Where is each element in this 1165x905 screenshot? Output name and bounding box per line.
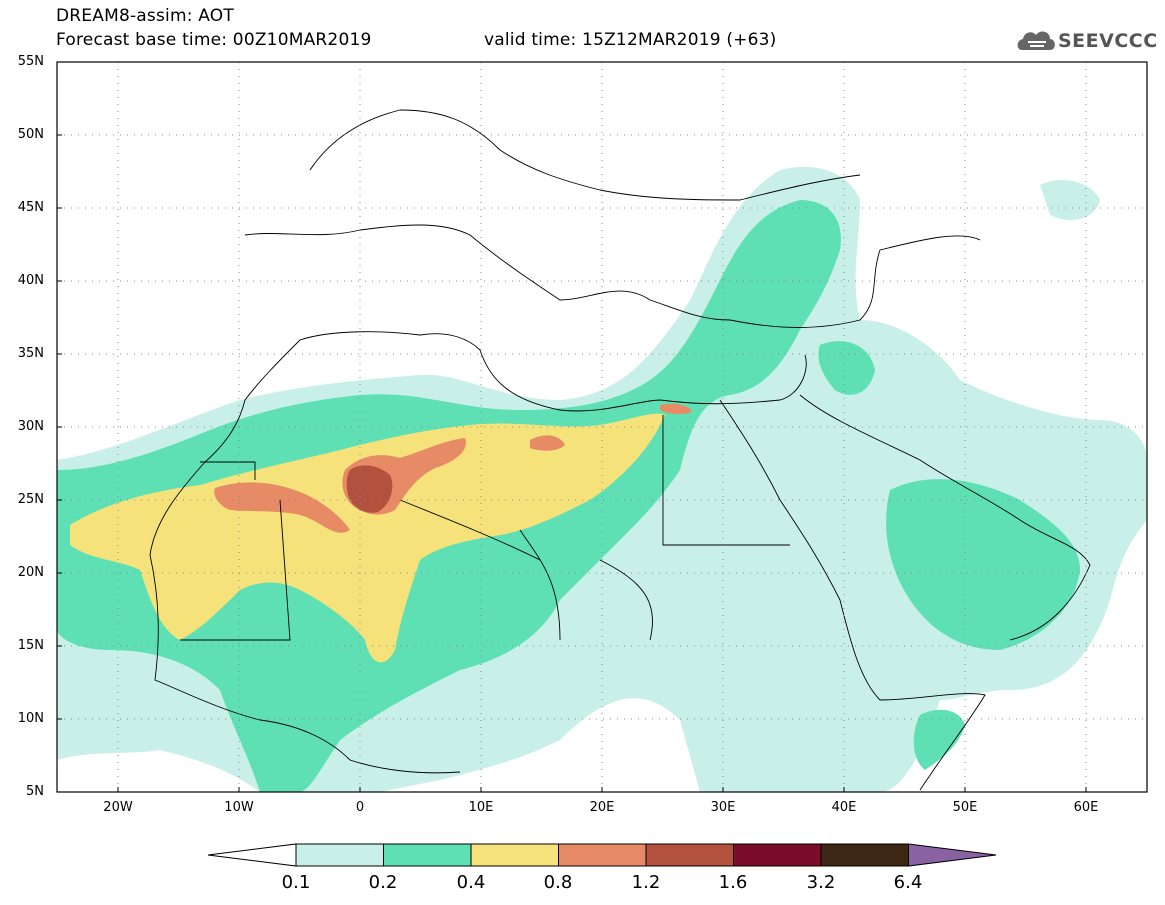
aot-level-0.4 (70, 413, 665, 663)
lat-label: 40N (17, 273, 44, 288)
lat-label: 55N (17, 54, 44, 69)
lon-label: 0 (355, 800, 365, 815)
colorbar (207, 843, 997, 867)
axis-ticks (57, 61, 1087, 793)
aot-level-0.8 (214, 482, 350, 533)
aot-level-0.2-horn (913, 709, 965, 770)
lon-label: 60E (1073, 800, 1099, 815)
colorbar-bin-5 (645, 843, 734, 867)
lat-label: 25N (17, 492, 44, 507)
graticule (57, 62, 1147, 792)
aot-contours (57, 166, 1147, 792)
colorbar-bin-4 (558, 843, 647, 867)
colorbar-label: 0.4 (456, 872, 486, 893)
valid-time: valid time: 15Z12MAR2019 (+63) (484, 30, 777, 50)
colorbar-label: 0.1 (281, 872, 311, 893)
forecast-base-time: Forecast base time: 00Z10MAR2019 (56, 30, 372, 50)
logo-text: SEEVCCC (1058, 30, 1158, 52)
colorbar-label: 0.8 (543, 872, 573, 893)
lat-label: 15N (17, 638, 44, 653)
colorbar-label: 3.2 (806, 872, 836, 893)
colorbar-bin-2 (383, 843, 472, 867)
colorbar-bin-6 (733, 843, 822, 867)
colorbar-bin-7 (820, 843, 909, 867)
aot-level-0.1-caspian (1040, 180, 1100, 220)
lon-label: 10W (224, 800, 254, 815)
lon-label: 20E (589, 800, 615, 815)
cloud-icon (1017, 31, 1055, 50)
colorbar-low-arrow (207, 843, 297, 867)
colorbar-label: 0.2 (368, 872, 398, 893)
colorbar-label: 1.6 (718, 872, 748, 893)
lat-label: 30N (17, 419, 44, 434)
lat-label: 45N (17, 200, 44, 215)
lon-label: 30E (710, 800, 736, 815)
lon-label: 40E (831, 800, 857, 815)
colorbar-label: 6.4 (893, 872, 923, 893)
map-title: DREAM8-assim: AOT (56, 6, 234, 26)
colorbar-label: 1.2 (631, 872, 661, 893)
lat-label: 20N (17, 565, 44, 580)
coastlines (149, 109, 1091, 791)
colorbar-bin-1 (295, 843, 384, 867)
lon-label: 10E (468, 800, 494, 815)
lat-label: 50N (17, 127, 44, 142)
lat-label: 5N (26, 784, 44, 799)
lon-label: 20W (103, 800, 133, 815)
lat-label: 35N (17, 346, 44, 361)
lon-label: 50E (952, 800, 978, 815)
aot-level-0.2-levant (818, 341, 875, 395)
aot-level-0.8-east (530, 435, 565, 451)
aot-level-0.8-north (660, 403, 692, 415)
aot-level-1.2 (346, 465, 393, 513)
lat-label: 10N (17, 711, 44, 726)
colorbar-high-arrow (908, 843, 997, 867)
colorbar-bin-3 (470, 843, 559, 867)
aot-level-0.2-arabia (886, 479, 1080, 650)
